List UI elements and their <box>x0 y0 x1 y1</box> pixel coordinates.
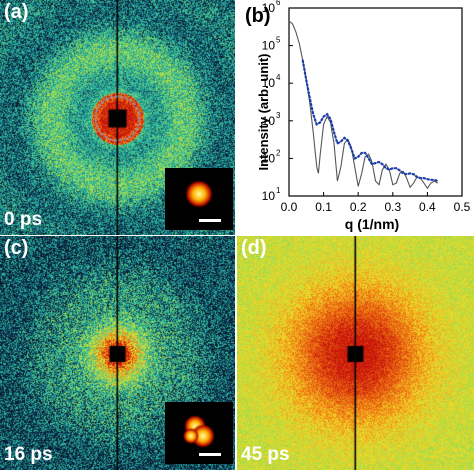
panel-b-label: (b) <box>245 5 271 27</box>
panel-c-diffraction-image: (c) 16 ps <box>0 236 235 470</box>
y-tick-label: 10 <box>262 151 276 165</box>
panel-b-chart: (b) 0.0 0.1 0.2 0.3 0.4 0.5 10 1 10 2 10 3 10 4 10 5 10 6… <box>237 0 474 234</box>
diffraction-pattern-d <box>237 236 474 470</box>
x-tick-label: 0.0 <box>281 200 298 214</box>
panel-c-label: (c) <box>4 237 29 259</box>
fit-curve-series <box>288 20 439 190</box>
x-tick-label: 0.1 <box>315 200 332 214</box>
inset-c-scale-bar <box>199 453 221 456</box>
x-axis-label: q (1/nm) <box>345 216 399 232</box>
y-tick-exponent: 6 <box>276 0 281 7</box>
y-tick-exponent: 1 <box>276 186 281 195</box>
panel-d-label: (d) <box>241 237 267 259</box>
y-tick-label: 10 <box>262 189 276 203</box>
x-tick-label: 0.4 <box>419 200 436 214</box>
panel-c-inset-reconstruction <box>165 402 233 464</box>
y-tick-label: 10 <box>262 1 276 15</box>
panel-a-time-label: 0 ps <box>4 209 43 230</box>
panel-d-time-label: 45 ps <box>241 444 290 465</box>
plot-frame <box>288 7 463 197</box>
y-tick-label: 10 <box>262 39 276 53</box>
x-tick-label: 0.3 <box>384 200 401 214</box>
inset-a-scale-bar <box>199 219 221 222</box>
y-tick-exponent: 5 <box>276 36 281 45</box>
panel-a-label: (a) <box>4 1 29 23</box>
y-tick-label: 10 <box>262 76 276 90</box>
y-axis-label: Intensity (arb. unit) <box>256 54 271 171</box>
y-tick-exponent: 3 <box>276 111 281 120</box>
panel-d-diffraction-image: (d) 45 ps <box>237 236 474 470</box>
panel-c-time-label: 16 ps <box>4 444 53 465</box>
y-tick-exponent: 2 <box>276 148 281 157</box>
panel-a-diffraction-image: (a) 0 ps <box>0 0 235 235</box>
y-tick-exponent: 4 <box>276 73 281 82</box>
measured-data-series <box>301 59 439 183</box>
panel-a-inset-reconstruction <box>165 168 233 230</box>
x-tick-label: 0.2 <box>350 200 367 214</box>
x-tick-label: 0.5 <box>454 200 471 214</box>
y-tick-label: 10 <box>262 114 276 128</box>
